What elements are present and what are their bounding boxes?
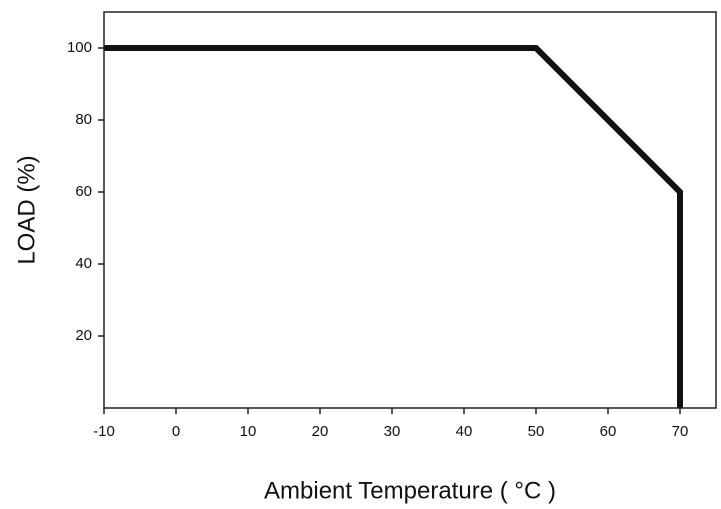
y-axis-title: LOAD (%) [13, 155, 40, 264]
x-tick-label: 0 [172, 423, 180, 440]
x-tick-label: 70 [672, 423, 689, 440]
y-tick-label: 80 [75, 111, 92, 128]
x-tick-label: -10 [93, 423, 115, 440]
x-tick-label: 60 [600, 423, 617, 440]
plot-frame [103, 11, 717, 409]
x-tick-label: 20 [312, 423, 329, 440]
x-tick-label: 40 [456, 423, 473, 440]
y-tick-label: 20 [75, 327, 92, 344]
y-tick-label: 100 [67, 39, 92, 56]
x-tick-label: 10 [240, 423, 257, 440]
y-tick-label: 60 [75, 183, 92, 200]
data-line [104, 45, 683, 408]
y-tick-label: 40 [75, 255, 92, 272]
x-axis-title: Ambient Temperature ( °C ) [264, 477, 556, 504]
x-tick-label: 50 [528, 423, 545, 440]
x-tick-label: 30 [384, 423, 401, 440]
